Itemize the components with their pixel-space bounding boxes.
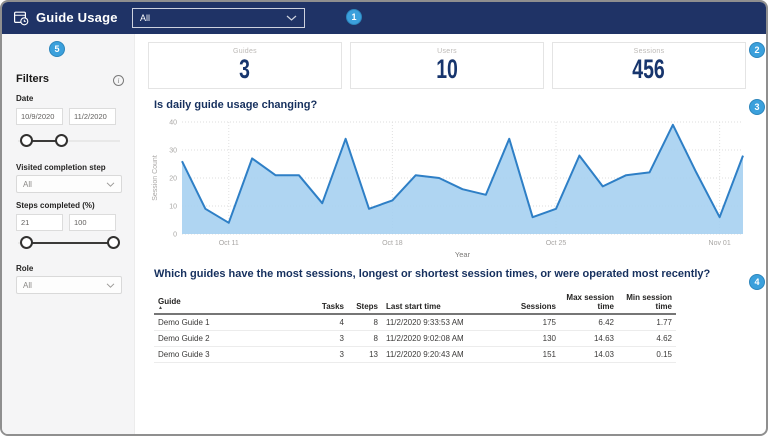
table-cell: 14.63 [560, 330, 618, 347]
date-to-input[interactable]: 11/2/2020 [69, 108, 116, 125]
chart-title: Is daily guide usage changing? [154, 99, 318, 111]
callout-badge-3: 3 [749, 99, 765, 115]
slider-active-range [27, 241, 114, 244]
daily-usage-area-chart[interactable]: 0 10 20 30 40 Oct 11 Oct 18 Oct 25 Nov 01 Session… [148, 114, 753, 260]
callout-badge-5: 5 [49, 41, 65, 57]
steps-slider-handle-min[interactable] [20, 236, 33, 249]
svg-text:30: 30 [169, 148, 177, 155]
svg-text:10: 10 [169, 204, 177, 211]
table-row[interactable]: Demo Guide 1 4 8 11/2/2020 9:33:53 AM 175 6.4… [154, 314, 676, 331]
svg-text:Oct 18: Oct 18 [382, 240, 403, 247]
filters-title: Filters [16, 73, 50, 85]
visited-step-dropdown[interactable]: All [16, 175, 122, 193]
guides-app-icon [14, 11, 29, 26]
role-filter-label: Role [16, 264, 34, 273]
role-dropdown[interactable]: All [16, 276, 122, 294]
table-cell: 11/2/2020 9:20:43 AM [382, 346, 502, 363]
date-from-input[interactable]: 10/9/2020 [16, 108, 63, 125]
svg-text:Session Count: Session Count [152, 155, 159, 201]
table-cell: 4 [312, 314, 348, 331]
table-cell: 3 [312, 346, 348, 363]
date-slider-handle-max[interactable] [55, 134, 68, 147]
column-header[interactable]: Steps [348, 290, 382, 315]
guide-selector-value: All [140, 13, 151, 23]
table-cell: 6.42 [560, 314, 618, 331]
table-cell: 4.62 [618, 330, 676, 347]
slider-track [18, 139, 120, 142]
table-cell: 8 [348, 330, 382, 347]
slider-active-range [27, 139, 62, 142]
date-filter-label: Date [16, 94, 34, 103]
kpi-value: 456 [632, 54, 666, 84]
column-header[interactable]: Tasks [312, 290, 348, 315]
chevron-down-icon [106, 282, 115, 288]
table-cell: Demo Guide 2 [154, 330, 312, 347]
callout-badge-2: 2 [749, 42, 765, 58]
table-cell: 0.15 [618, 346, 676, 363]
column-header[interactable]: Min session time [618, 290, 676, 315]
visited-step-value: All [23, 179, 32, 189]
page-title: Guide Usage [36, 10, 118, 25]
column-header[interactable]: Guide ▲ [154, 290, 312, 315]
column-header[interactable]: Sessions [502, 290, 560, 315]
date-slider-handle-min[interactable] [20, 134, 33, 147]
table-cell: 11/2/2020 9:02:08 AM [382, 330, 502, 347]
table-header-row: Guide ▲ Tasks Steps Last start time Sessions M… [154, 290, 676, 315]
area-chart-svg: 0 10 20 30 40 Oct 11 Oct 18 Oct 25 Nov 01 Session… [152, 120, 744, 259]
table-cell: 175 [502, 314, 560, 331]
table-cell: 1.77 [618, 314, 676, 331]
svg-text:Oct 25: Oct 25 [546, 240, 567, 247]
kpi-label: Sessions [633, 48, 665, 55]
date-range-slider [16, 133, 122, 148]
kpi-value: 3 [239, 54, 251, 84]
steps-completed-label: Steps completed (%) [16, 201, 95, 210]
kpi-card-sessions: Sessions 456 [552, 42, 746, 89]
callout-badge-1: 1 [346, 9, 362, 25]
table-cell: 11/2/2020 9:33:53 AM [382, 314, 502, 331]
svg-text:Year: Year [455, 250, 471, 259]
table-cell: 151 [502, 346, 560, 363]
table-cell: 13 [348, 346, 382, 363]
table-row[interactable]: Demo Guide 2 3 8 11/2/2020 9:02:08 AM 130 14.… [154, 330, 676, 347]
table-cell: Demo Guide 3 [154, 346, 312, 363]
filters-panel: Filters i Date 10/9/2020 11/2/2020 Visit… [2, 34, 135, 434]
visited-step-label: Visited completion step [16, 163, 106, 172]
table-title: Which guides have the most sessions, lon… [154, 268, 711, 280]
guide-selector-dropdown[interactable]: All [132, 8, 305, 28]
sort-ascending-icon: ▲ [158, 305, 163, 311]
svg-text:Nov 01: Nov 01 [709, 240, 731, 247]
column-header[interactable]: Max session time [560, 290, 618, 315]
svg-text:20: 20 [169, 176, 177, 183]
role-value: All [23, 280, 32, 290]
callout-badge-4: 4 [749, 274, 765, 290]
kpi-value: 10 [436, 54, 458, 84]
column-header[interactable]: Last start time [382, 290, 502, 315]
steps-max-input[interactable]: 100 [69, 214, 116, 231]
kpi-label: Users [437, 48, 457, 55]
kpi-label: Guides [233, 48, 257, 55]
table-row[interactable]: Demo Guide 3 3 13 11/2/2020 9:20:43 AM 151 14… [154, 346, 676, 363]
svg-text:0: 0 [173, 232, 177, 239]
guides-table: Guide ▲ Tasks Steps Last start time Sessions M… [154, 290, 676, 363]
table-cell: 8 [348, 314, 382, 331]
chevron-down-icon [106, 181, 115, 187]
svg-text:Oct 11: Oct 11 [219, 240, 239, 247]
table-cell: Demo Guide 1 [154, 314, 312, 331]
kpi-card-users: Users 10 [350, 42, 544, 89]
app-header: Guide Usage All [2, 2, 766, 34]
kpi-card-guides: Guides 3 [148, 42, 342, 89]
table-cell: 14.03 [560, 346, 618, 363]
info-icon[interactable]: i [113, 75, 124, 86]
steps-range-slider [16, 235, 122, 250]
chevron-down-icon [286, 15, 297, 21]
svg-text:40: 40 [169, 120, 177, 127]
steps-min-input[interactable]: 21 [16, 214, 63, 231]
table-cell: 3 [312, 330, 348, 347]
steps-slider-handle-max[interactable] [107, 236, 120, 249]
table-cell: 130 [502, 330, 560, 347]
